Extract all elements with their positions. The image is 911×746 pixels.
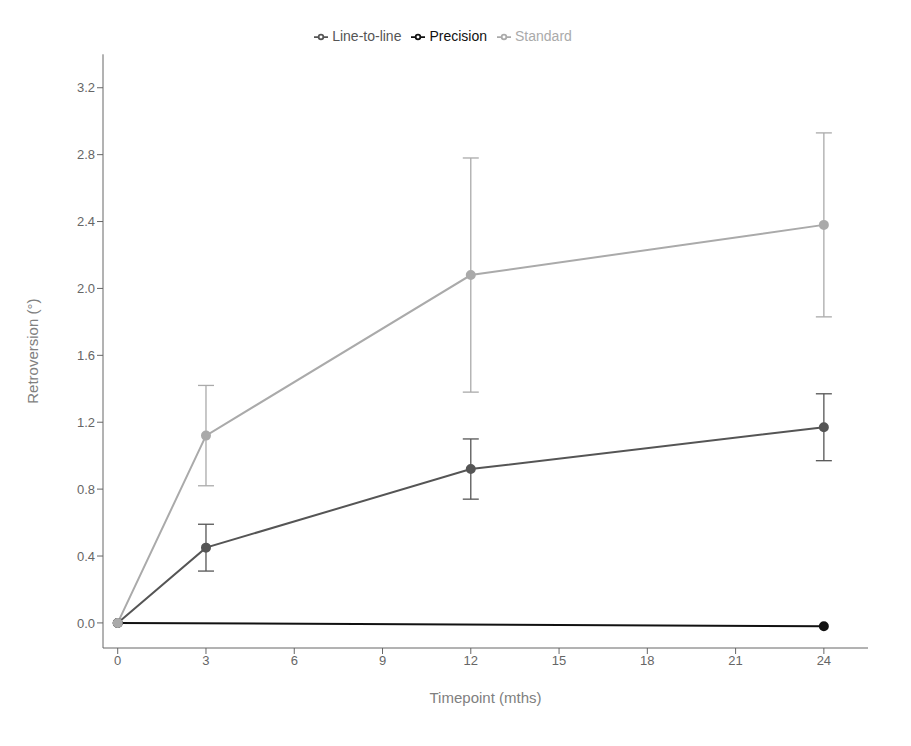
svg-text:3: 3 <box>202 653 209 668</box>
svg-text:6: 6 <box>291 653 298 668</box>
svg-text:24: 24 <box>817 653 831 668</box>
svg-text:0.4: 0.4 <box>77 549 95 564</box>
svg-text:2.8: 2.8 <box>77 147 95 162</box>
svg-text:1.6: 1.6 <box>77 348 95 363</box>
svg-text:18: 18 <box>640 653 654 668</box>
svg-text:12: 12 <box>464 653 478 668</box>
svg-text:9: 9 <box>379 653 386 668</box>
svg-text:15: 15 <box>552 653 566 668</box>
html-text:Precision: Precision <box>429 28 487 44</box>
html-text:Line-to-line: Line-to-line <box>332 28 402 44</box>
svg-text:3.2: 3.2 <box>77 80 95 95</box>
html-text:Standard: Standard <box>515 28 572 44</box>
svg-text:Retroversion (°): Retroversion (°) <box>24 299 41 404</box>
svg-text:0: 0 <box>114 653 121 668</box>
svg-text:2.0: 2.0 <box>77 281 95 296</box>
svg-text:0.8: 0.8 <box>77 482 95 497</box>
svg-text:2.4: 2.4 <box>77 214 95 229</box>
svg-text:1.2: 1.2 <box>77 415 95 430</box>
svg-text:21: 21 <box>728 653 742 668</box>
svg-text:0.0: 0.0 <box>77 616 95 631</box>
svg-text:Timepoint (mths): Timepoint (mths) <box>430 689 542 706</box>
